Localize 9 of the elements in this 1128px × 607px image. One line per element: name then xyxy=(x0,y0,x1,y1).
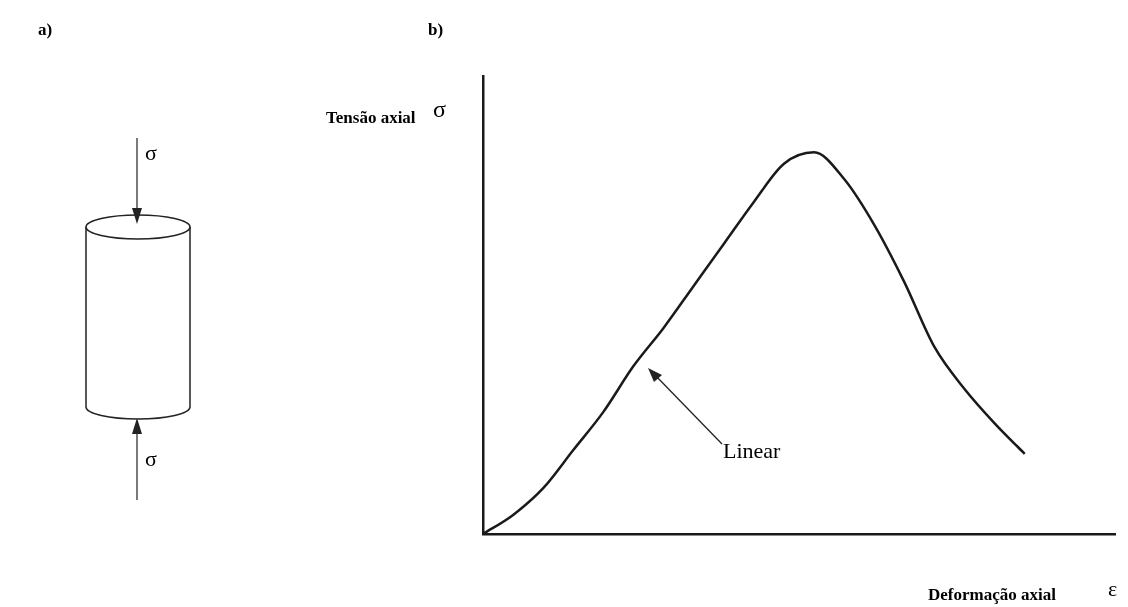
y-axis-title: Tensão axial xyxy=(326,108,416,128)
text: ε xyxy=(1108,576,1118,602)
text: σ xyxy=(145,446,157,472)
text: b) xyxy=(428,20,444,40)
x-axis-title: Deformação axial xyxy=(928,585,1056,605)
text: σ xyxy=(145,140,157,166)
text: a) xyxy=(38,20,53,40)
text: σ xyxy=(433,96,446,123)
annotation: Linear xyxy=(723,438,781,464)
